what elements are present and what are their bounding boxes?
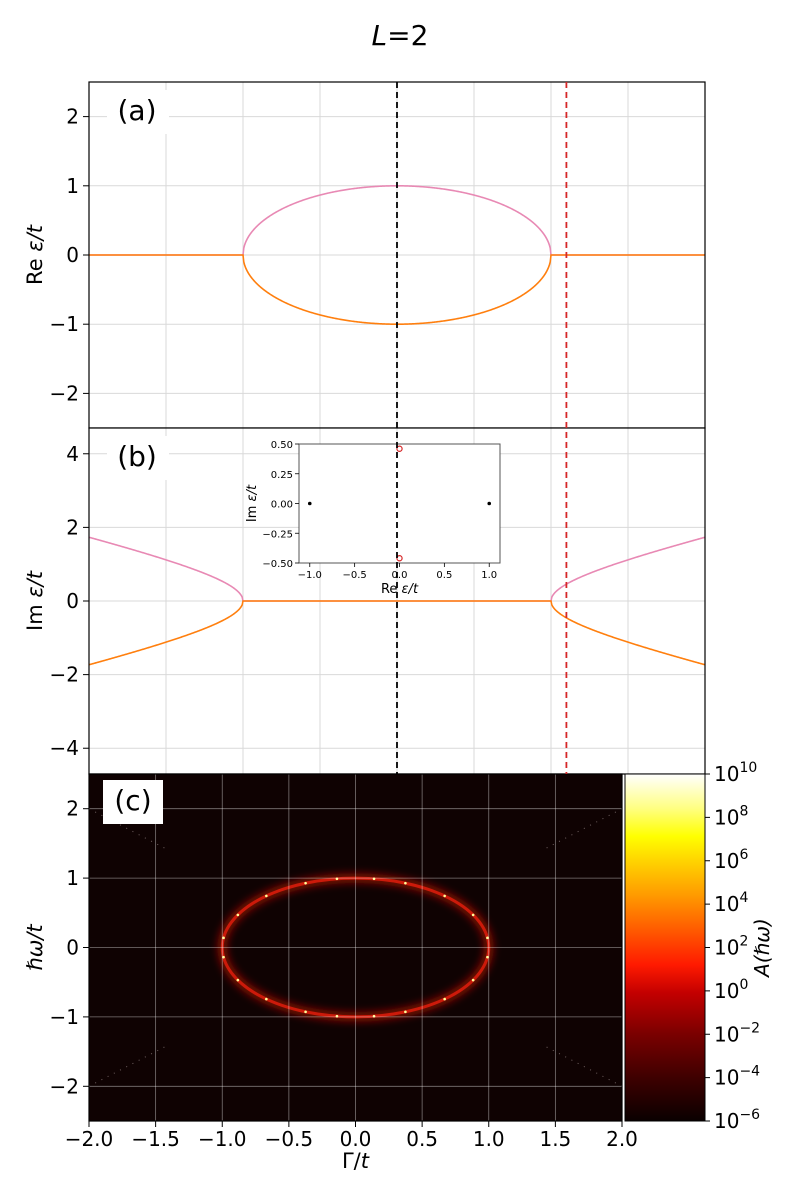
inset-frame (298, 443, 501, 564)
colorbar-tick-label: 100 (714, 977, 748, 1003)
colorbar-tick-label: 10−2 (714, 1020, 760, 1046)
heatmap-peak (486, 955, 489, 959)
colorbar-tick-label: 10−4 (714, 1064, 760, 1090)
x-tick-label: 0.0 (340, 1127, 372, 1151)
inset-point-red (396, 555, 403, 562)
panel-label-box (103, 780, 163, 824)
y-tick-label: −4 (50, 736, 79, 760)
colorbar-tick-label: 106 (714, 847, 748, 873)
colorbar-tick-label: 102 (714, 934, 748, 960)
panel-b: −4 −2 0 2 4 Im ε/t (b) −1.0 −0.5 0.0 0.5 1.0 0.50 0.2… (23, 427, 706, 775)
y-tick-label: 1 (66, 866, 79, 890)
y-tick-label: 0 (66, 589, 79, 613)
y-tick-label: −1 (50, 1005, 79, 1029)
x-tick-label: −1.0 (198, 1127, 247, 1151)
heatmap-content (89, 774, 622, 1121)
x-tick-label: 1.0 (473, 1127, 505, 1151)
y-tick-label: −2 (50, 381, 79, 405)
y-tick-label: 2 (66, 105, 79, 129)
inset-x-tick-label: −0.5 (342, 570, 366, 581)
colorbar-label: A(ℏω) (750, 918, 774, 979)
heatmap-peak (471, 978, 475, 982)
y-tick-label: −2 (50, 663, 79, 687)
heatmap-peak (443, 894, 446, 898)
x-tick-label: 2.0 (606, 1127, 638, 1151)
heatmap-peak (304, 1010, 307, 1014)
heatmap-peak (236, 913, 240, 917)
y-tick-label: −1 (50, 312, 79, 336)
x-axis-label: Γ/t (342, 1149, 370, 1173)
inset-x-tick-label: 0.5 (436, 570, 452, 581)
colorbar: 1010 108 106 104 102 100 10−2 10−4 10−6 A(ℏω) (624, 760, 774, 1133)
colorbar-tick-label: 108 (714, 803, 748, 829)
heatmap-peak (443, 997, 446, 1001)
inset-y-tick-label: 0.25 (271, 470, 293, 481)
inset-y-tick-label: −0.25 (262, 529, 293, 540)
inset-point-black (487, 501, 492, 506)
colorbar-tick-label: 10−6 (714, 1107, 760, 1133)
heatmap-ring (220, 876, 491, 1019)
inset-point-red (396, 445, 403, 452)
y-axis-label: ℏω/t (23, 924, 47, 971)
inset-x-tick-label: 1.0 (481, 570, 497, 581)
panel-c: (c) −2.0 −1.5 −1.0 −0.5 0.0 0.5 1.0 1.5 2.0 −2 −1 0 1… (23, 773, 638, 1173)
inset-y-tick-label: 0.00 (271, 500, 293, 511)
x-tick-label: −0.5 (265, 1127, 314, 1151)
colorbar-tick-label: 1010 (714, 760, 757, 786)
dashed-vlines (396, 82, 568, 774)
panel-label: (a) (117, 94, 156, 127)
inset-x-tick-label: −1.0 (298, 570, 322, 581)
heatmap-frame (88, 773, 623, 1122)
y-tick-label: 0 (66, 936, 79, 960)
heatmap-peak (265, 997, 268, 1001)
heatmap-peak (335, 877, 339, 881)
colorbar-bar (624, 773, 706, 1122)
heatmap-peak (486, 936, 489, 940)
y-axis-label: Re ε/t (23, 224, 47, 285)
inset-y-tick-label: −0.50 (262, 559, 293, 570)
x-tick-label: 1.5 (539, 1127, 571, 1151)
panel-label-box (107, 90, 169, 134)
heatmap-peak (236, 978, 240, 982)
inset-y-axis-label: Im ε/t (245, 484, 260, 522)
panel-label-box (107, 436, 169, 480)
heatmap-peak (372, 1014, 376, 1018)
x-tick-label: −2.0 (65, 1127, 114, 1151)
heatmap-background (89, 774, 622, 1121)
panel-label: (c) (114, 784, 151, 817)
heatmap-peak (404, 881, 407, 885)
series-line-lower (89, 600, 705, 666)
heatmap-peak (471, 913, 475, 917)
inset-point-black (307, 501, 312, 506)
panel-label: (b) (117, 440, 157, 473)
panel-a: −2 −1 0 1 2 Re ε/t (a) (23, 81, 706, 429)
colorbar-tick-label: 104 (714, 890, 748, 916)
figure-title: L=2 (372, 19, 429, 52)
inset-y-tick-label: 0.50 (271, 440, 293, 451)
curves (89, 536, 705, 666)
x-tick-label: −1.5 (131, 1127, 180, 1151)
heatmap-peak (222, 955, 225, 959)
y-tick-label: 1 (66, 174, 79, 198)
heatmap-peak (404, 1010, 407, 1014)
heatmap-peak (372, 877, 376, 881)
inset-x-axis-label: Re ε/t (381, 582, 419, 597)
y-tick-label: 0 (66, 243, 79, 267)
y-axis-label: Im ε/t (23, 570, 47, 631)
heatmap-peak (222, 936, 225, 940)
y-tick-label: 2 (66, 515, 79, 539)
y-tick-label: 2 (66, 797, 79, 821)
x-tick-label: 0.5 (406, 1127, 438, 1151)
inset-x-tick-label: 0.0 (392, 570, 408, 581)
heatmap-peak (265, 894, 268, 898)
inset: −1.0 −0.5 0.0 0.5 1.0 0.50 0.25 0.00 −0.25 −0.50 R… (245, 440, 501, 597)
y-tick-label: −2 (50, 1074, 79, 1098)
y-tick-label: 4 (66, 442, 79, 466)
heatmap-peak (335, 1014, 339, 1018)
heatmap-peak (304, 881, 307, 885)
